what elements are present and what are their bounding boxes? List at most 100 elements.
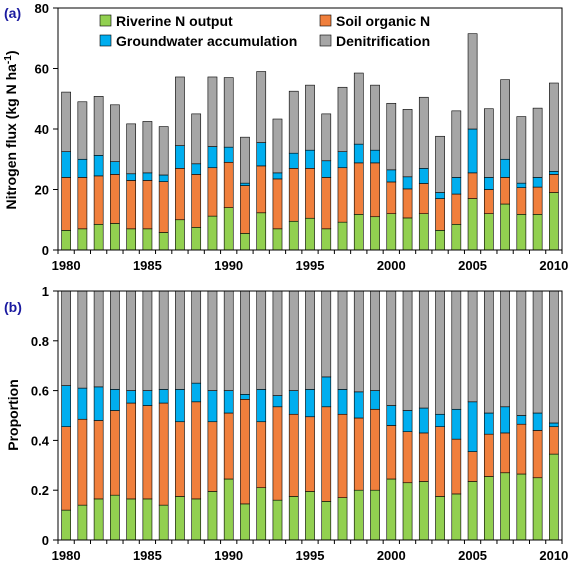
bar-1998-series-2 [353, 143, 364, 164]
bar-2004-series-3 [451, 290, 462, 410]
bar-1986-series-2 [158, 389, 169, 404]
bar-1980-series-0 [61, 230, 71, 251]
bar-2008-series-0 [516, 473, 527, 541]
bar-2006-series-1 [483, 189, 494, 215]
bar-2004-series-3 [451, 110, 462, 178]
bar-1991-series-0 [240, 503, 250, 541]
bar-1999-series-1 [370, 408, 380, 491]
bar-2000-series-3 [386, 102, 397, 171]
bar-1996-series-2 [321, 376, 332, 408]
bar-1995-series-1 [305, 168, 315, 219]
bar-1995-series-0 [305, 491, 315, 541]
bar-1989-series-3 [207, 290, 218, 391]
bar-1996-series-2 [321, 160, 332, 178]
xtick-label: 1990 [214, 258, 243, 273]
bar-2008-series-3 [516, 290, 527, 416]
bar-1987-series-0 [175, 496, 185, 541]
bar-1993-series-2 [272, 172, 283, 180]
bar-1981-series-2 [77, 158, 88, 178]
bar-1989-series-0 [207, 491, 218, 541]
bar-2001-series-3 [402, 290, 413, 411]
bar-1993-series-3 [272, 290, 283, 396]
bar-1997-series-1 [337, 167, 348, 223]
bar-1980-series-2 [61, 385, 71, 427]
ytick-label: 1 [42, 284, 49, 299]
bar-2010-series-0 [549, 453, 559, 541]
bar-1990-series-1 [223, 412, 234, 480]
bar-1995-series-2 [305, 389, 315, 418]
bar-2007-series-3 [500, 79, 510, 160]
bar-1986-series-3 [158, 290, 169, 390]
bar-1996-series-3 [321, 113, 332, 162]
bar-2003-series-1 [435, 198, 445, 231]
bar-2009-series-0 [532, 477, 543, 541]
bar-1986-series-1 [158, 181, 169, 233]
bar-1986-series-0 [158, 504, 169, 541]
bar-1983-series-1 [110, 410, 120, 496]
bar-1994-series-0 [288, 220, 299, 251]
xtick-label: 1980 [52, 258, 81, 273]
bar-1981-series-1 [77, 177, 88, 230]
bar-1982-series-3 [93, 290, 104, 388]
panel-b-plot-frame [57, 290, 563, 541]
bar-1981-series-0 [77, 228, 88, 251]
bar-2006-series-0 [483, 213, 494, 251]
bar-2004-series-2 [451, 408, 462, 440]
bar-1987-series-0 [175, 219, 185, 251]
xtick-label: 1985 [133, 548, 162, 563]
bar-1981-series-2 [77, 387, 88, 420]
bar-1989-series-3 [207, 76, 218, 147]
bar-2005-series-3 [467, 33, 478, 130]
bar-2001-series-2 [402, 410, 413, 432]
bar-1990-series-0 [223, 478, 234, 541]
bar-2000-series-3 [386, 290, 397, 406]
bar-2006-series-3 [483, 108, 494, 178]
bar-1994-series-3 [288, 90, 299, 154]
bar-1985-series-1 [142, 180, 153, 230]
bar-2000-series-0 [386, 478, 397, 541]
bar-1997-series-3 [337, 290, 348, 390]
bar-1982-series-0 [93, 498, 104, 541]
bar-1982-series-2 [93, 386, 104, 421]
bar-1984-series-1 [126, 180, 137, 230]
bar-2008-series-1 [516, 187, 527, 215]
bar-1991-series-3 [240, 290, 250, 395]
bar-1999-series-3 [370, 290, 380, 391]
legend-swatch-2 [99, 34, 112, 47]
bar-2004-series-0 [451, 493, 462, 541]
bar-1993-series-2 [272, 395, 283, 408]
bar-1993-series-3 [272, 118, 283, 174]
bar-2010-series-2 [549, 422, 559, 428]
bar-1984-series-2 [126, 173, 137, 181]
bar-1985-series-0 [142, 498, 153, 541]
bar-1991-series-2 [240, 182, 250, 186]
bar-1994-series-3 [288, 290, 299, 391]
bar-1983-series-2 [110, 389, 120, 411]
bar-1996-series-0 [321, 228, 332, 251]
bar-1992-series-0 [256, 212, 267, 251]
bar-2004-series-0 [451, 223, 462, 251]
xtick-label: 1990 [214, 548, 243, 563]
xtick-label: 2010 [539, 258, 568, 273]
panel-b-ylabel: Proportion [5, 379, 21, 451]
bar-1985-series-2 [142, 390, 153, 406]
bar-1988-series-1 [191, 174, 202, 228]
bar-1982-series-0 [93, 223, 104, 251]
bar-2010-series-1 [549, 426, 559, 455]
bar-2009-series-2 [532, 177, 543, 188]
bar-2000-series-1 [386, 181, 397, 215]
bar-2002-series-3 [418, 96, 429, 169]
bar-1989-series-1 [207, 167, 218, 217]
bar-2001-series-0 [402, 217, 413, 251]
bar-1988-series-3 [191, 290, 202, 384]
bar-2001-series-1 [402, 431, 413, 484]
bar-2008-series-3 [516, 116, 527, 184]
bar-2005-series-0 [467, 481, 478, 541]
bar-2002-series-0 [418, 481, 429, 541]
bar-1996-series-1 [321, 406, 332, 502]
xtick-label: 2005 [458, 548, 487, 563]
ytick-label: 0 [42, 533, 49, 548]
bar-2004-series-1 [451, 193, 462, 225]
bar-1992-series-1 [256, 165, 267, 214]
